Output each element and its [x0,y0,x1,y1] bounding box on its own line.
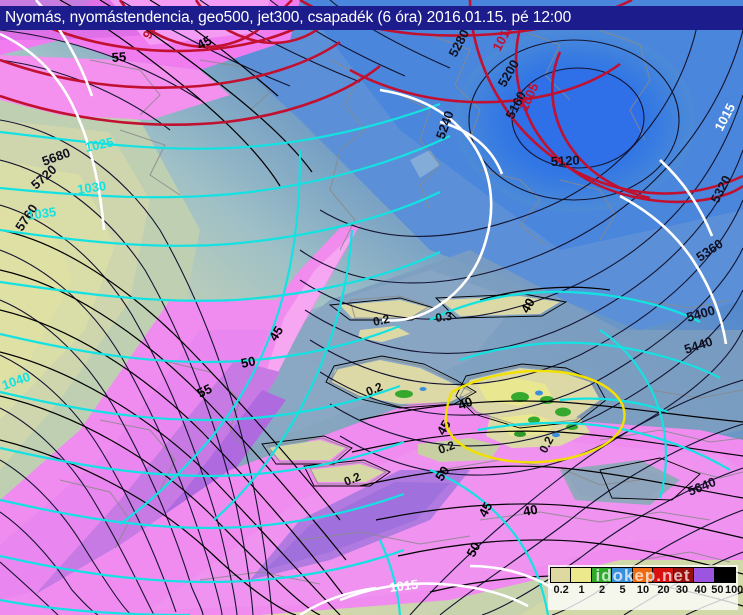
legend-tick: 20 [657,584,670,596]
legend-swatch [714,568,735,582]
jet-label-group: 45 55 45 50 55 40 45 50 45 40 40 50 [111,33,539,560]
legend-swatch [551,568,572,582]
jet-label: 50 [432,463,453,483]
precip-label: 0.2 [436,438,457,457]
legend-tick: 100 [724,584,743,596]
legend-tick: 5 [619,584,626,596]
isobars-white [0,0,728,615]
precip-label-group: 0.2 0.3 0.2 0.2 0.2 0.2 [342,309,557,489]
legend-tick: 50 [711,584,724,596]
isobar-label: 1035 [26,204,57,223]
isobars-cyan [0,102,731,615]
precip-label: 0.3 [434,309,453,325]
legend-tick: 2 [599,584,606,596]
jet-label: 45 [475,500,495,520]
legend-swatch [673,568,695,582]
legend-colorbar: idokep.net [550,566,736,585]
legend-tick: 30 [675,584,689,596]
legend-swatch [591,568,613,582]
jet-label: 50 [240,353,257,371]
jet-label: 45 [194,33,214,53]
legend-tick: 10 [636,584,650,596]
jet-label: 50 [463,540,483,560]
legend-tick: 0.2 [553,584,569,596]
jet-label: 45 [266,323,286,343]
jet-label: 55 [111,49,126,65]
legend-swatch [632,568,654,582]
jet-label: 40 [456,394,475,413]
isobar-label: 1015 [389,577,420,595]
isobar-label: 1025 [84,134,115,155]
page-title: Nyomás, nyomástendencia, geo500, jet300,… [0,6,743,30]
isobar-label: 1030 [76,178,107,197]
geo-label: 5120 [550,153,580,169]
legend-tick: 40 [694,584,707,596]
legend-swatch [694,568,715,582]
legend-swatch [612,568,633,582]
precipitation-contours [261,293,701,501]
jet-label: 55 [195,381,215,401]
precip-intensity-layer [268,296,600,482]
precip-label: 0.2 [342,469,363,488]
precip-label: 0.2 [372,312,392,329]
jet-label: 40 [522,502,539,519]
legend-swatch [653,568,674,582]
legend-tick-labels: 0.2 1 2 5 10 20 30 40 50 100 [550,584,743,600]
legend-swatch [571,568,592,582]
precipitation-legend: idokep.net 0.2 1 2 5 10 20 30 40 50 100 [548,565,743,610]
jet-label: 40 [518,295,538,315]
jet-core-highlight [444,369,626,464]
legend-tick: 1 [578,584,585,596]
precip-label: 0.2 [364,379,385,398]
